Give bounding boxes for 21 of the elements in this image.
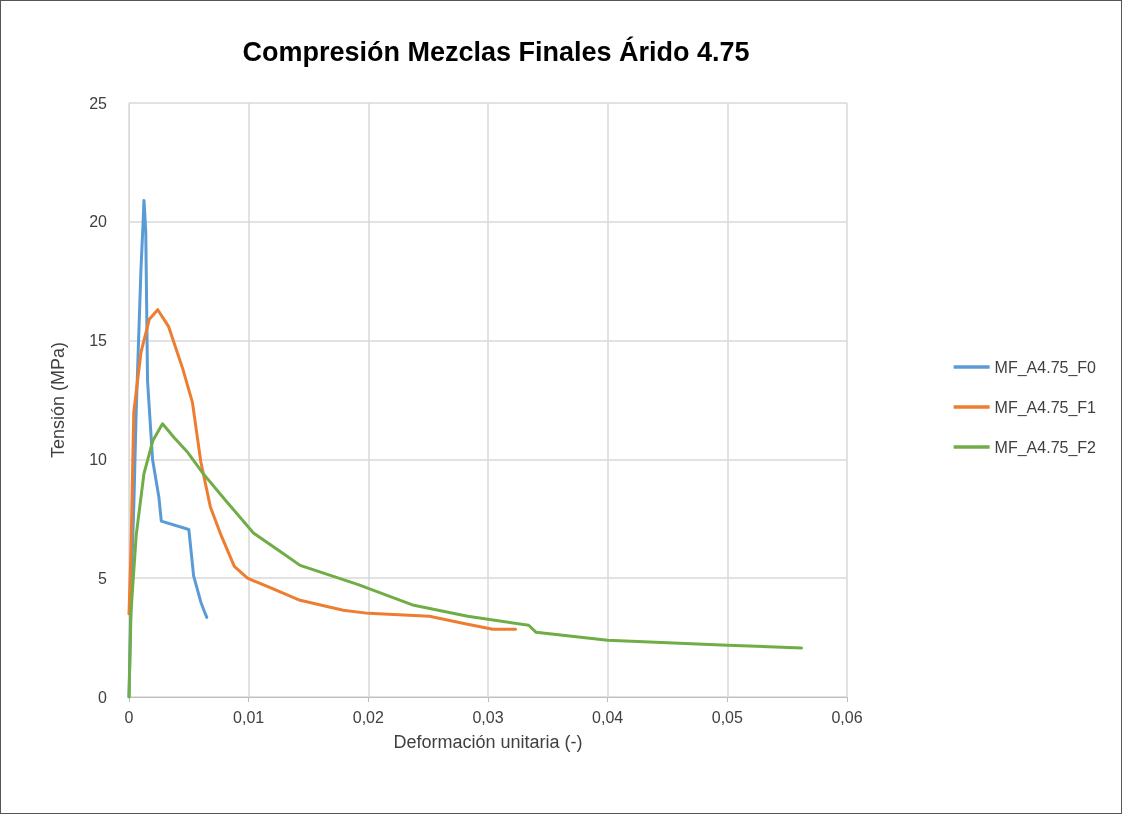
line-series xyxy=(127,422,804,699)
y-tick-label: 20 xyxy=(89,213,108,231)
y-tick-label: 0 xyxy=(98,688,108,706)
legend-label: MF_A4.75_F2 xyxy=(994,438,1097,457)
y-tick-label: 15 xyxy=(89,332,108,350)
x-axis-title: Deformación unitaria (-) xyxy=(393,732,583,752)
legend-label: MF_A4.75_F0 xyxy=(994,358,1097,377)
y-tick-label: 5 xyxy=(98,569,108,587)
x-tick-label: 0,06 xyxy=(831,708,863,726)
x-tick-label: 0 xyxy=(124,708,134,726)
y-axis-title: Tensión (MPa) xyxy=(48,341,68,459)
x-tick-label: 0,04 xyxy=(592,708,624,726)
y-tick-label: 25 xyxy=(89,94,108,112)
y-tick-label: 10 xyxy=(89,450,108,468)
line-series xyxy=(127,308,518,631)
chart-title: Compresión Mezclas Finales Árido 4.75 xyxy=(242,35,750,67)
x-tick-label: 0,02 xyxy=(352,708,385,726)
x-tick-label: 0,03 xyxy=(472,708,504,726)
x-tick-label: 0,05 xyxy=(711,708,744,726)
x-tick-label: 0,01 xyxy=(233,708,265,726)
legend-label: MF_A4.75_F1 xyxy=(994,398,1097,417)
